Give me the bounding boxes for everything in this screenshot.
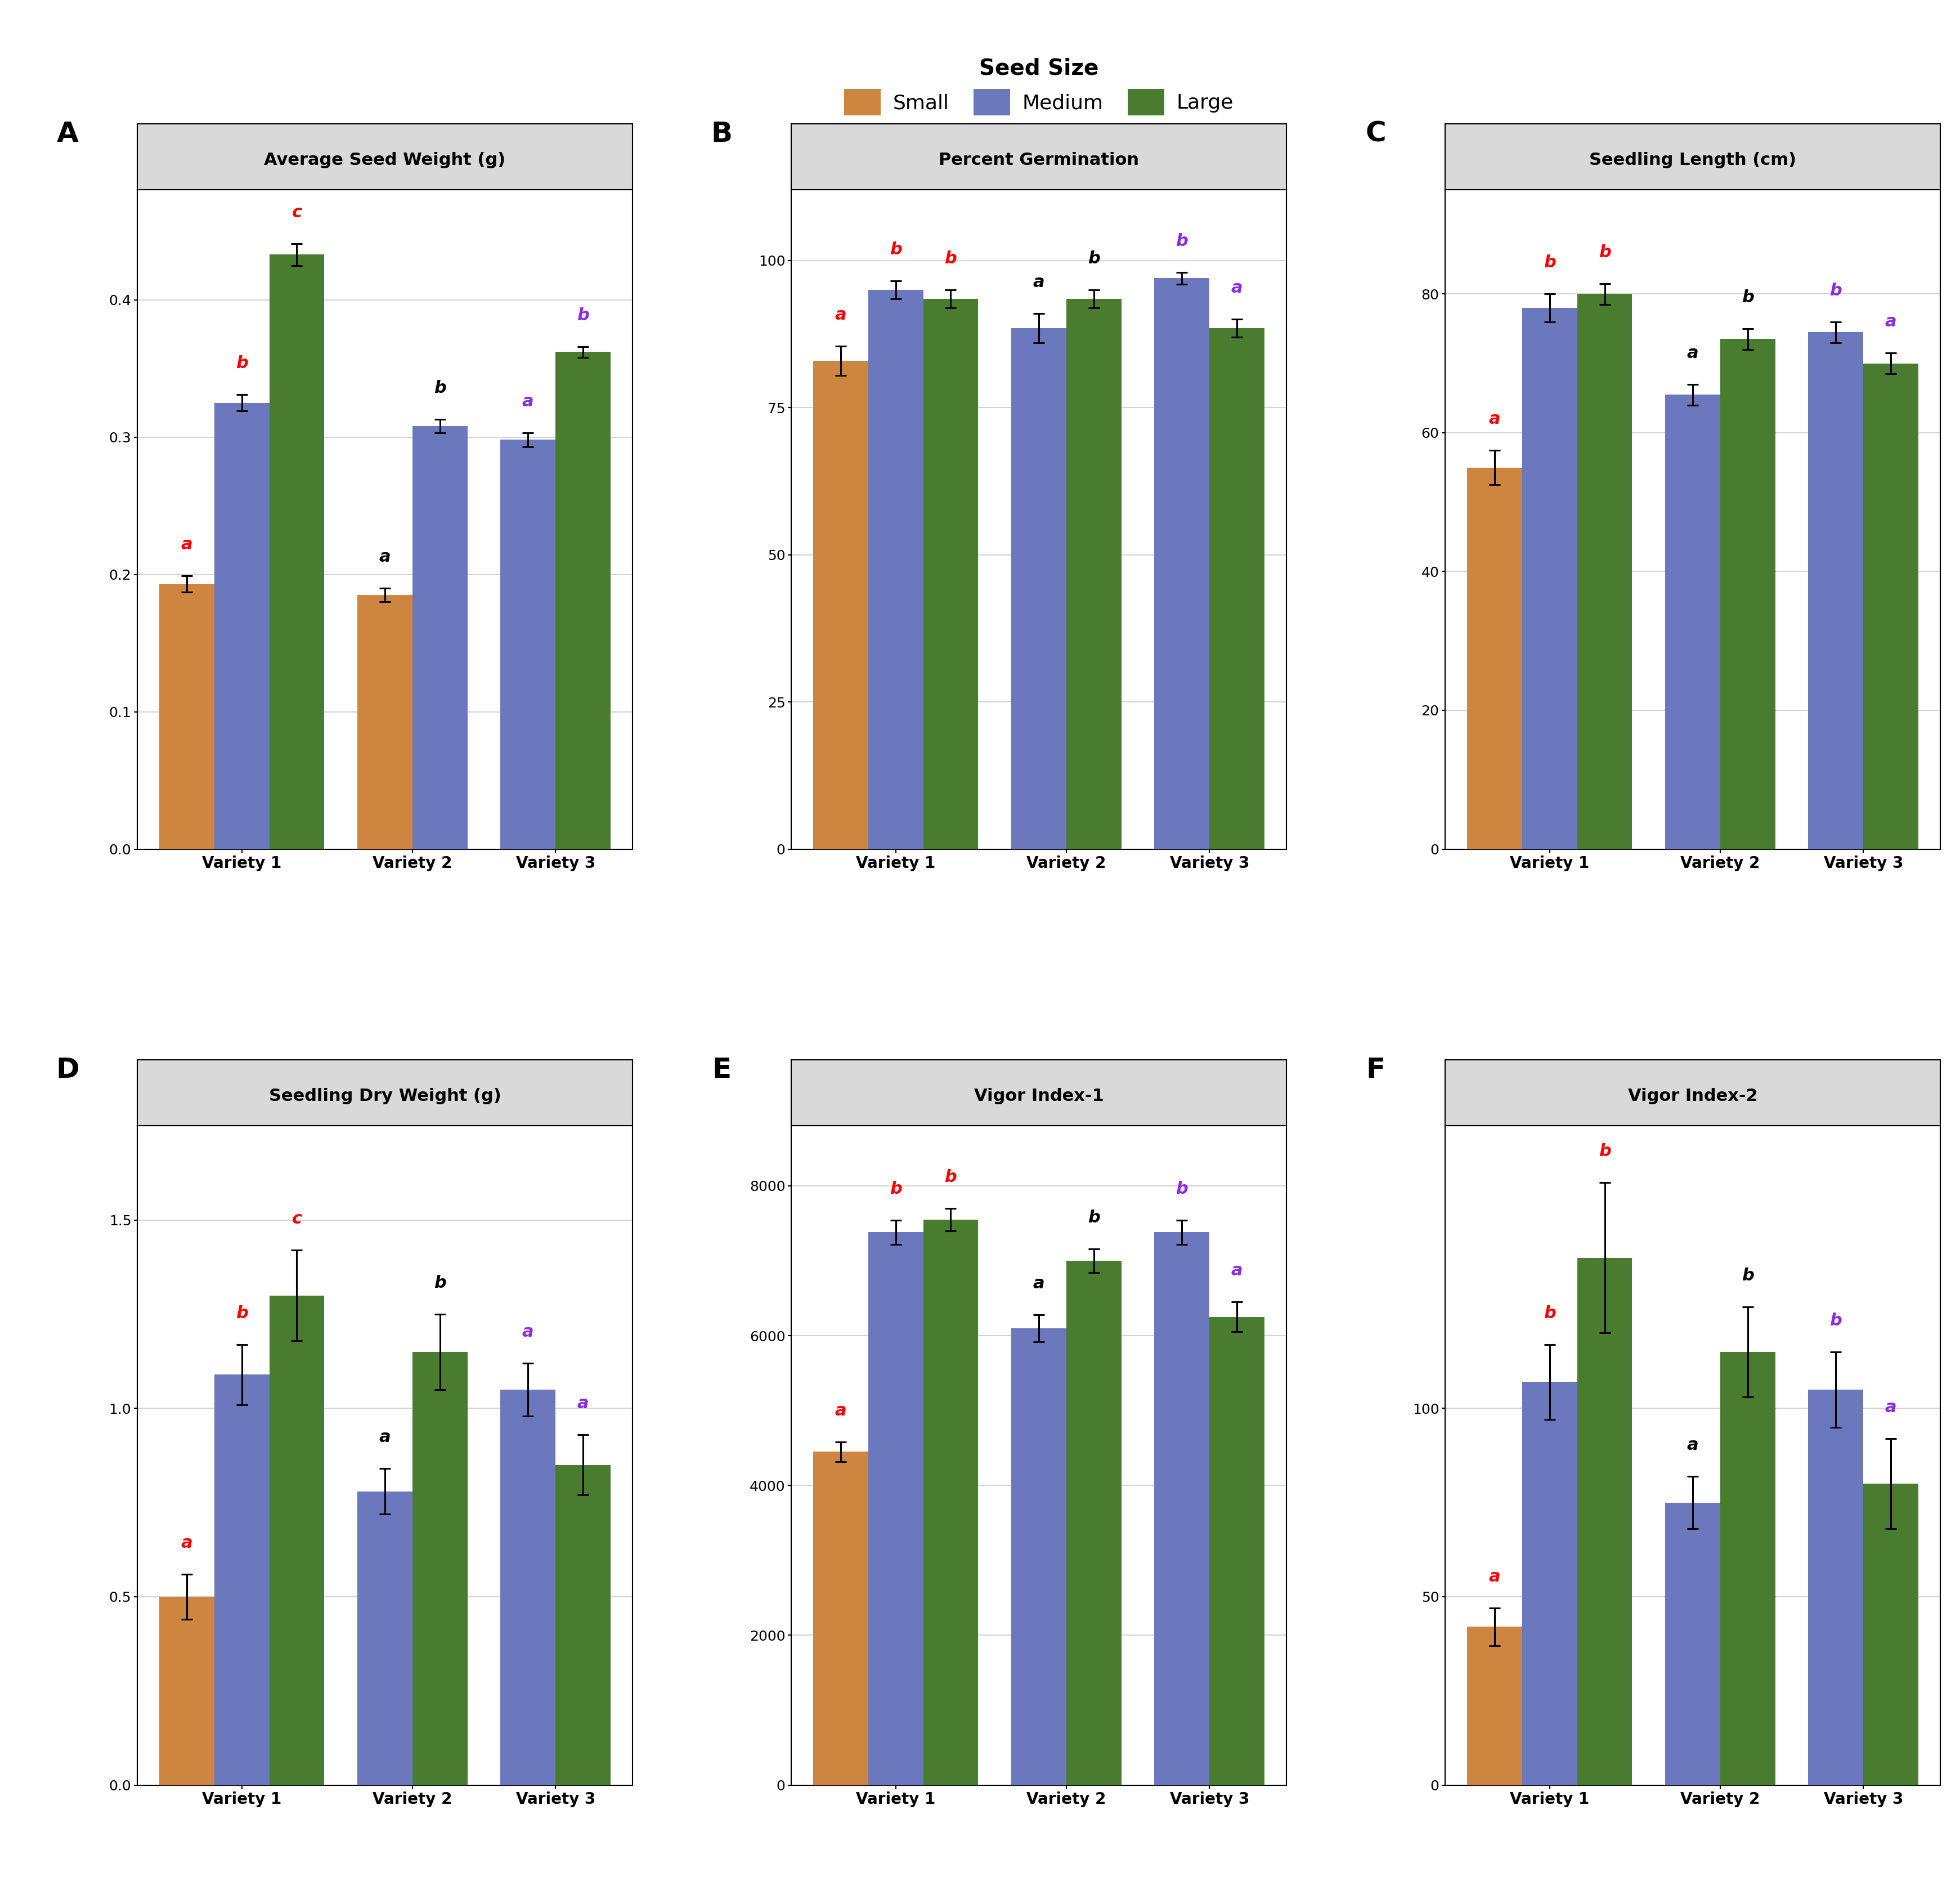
Bar <box>500 441 555 849</box>
Bar <box>1864 1483 1919 1785</box>
Text: a: a <box>1490 1569 1499 1586</box>
Text: F: F <box>1366 1056 1386 1084</box>
Text: a: a <box>835 306 847 323</box>
Text: b: b <box>1088 1210 1100 1225</box>
Bar <box>412 1352 466 1785</box>
Bar <box>357 594 412 849</box>
Bar <box>1523 308 1578 849</box>
Text: b: b <box>235 1305 247 1322</box>
Bar <box>813 1451 868 1785</box>
Text: D: D <box>57 1056 80 1084</box>
Text: a: a <box>1688 346 1699 361</box>
Bar <box>214 403 269 849</box>
Text: E: E <box>711 1056 731 1084</box>
Bar <box>159 585 214 849</box>
Bar <box>1066 1261 1121 1785</box>
Bar <box>159 1597 214 1785</box>
Bar <box>269 1295 323 1785</box>
Bar <box>1578 1257 1633 1785</box>
Text: b: b <box>1543 1305 1556 1322</box>
Bar <box>269 254 323 849</box>
Text: a: a <box>1886 1400 1897 1415</box>
Text: c: c <box>292 203 302 220</box>
Bar <box>500 1390 555 1785</box>
Text: b: b <box>235 355 247 372</box>
Text: b: b <box>1176 1181 1188 1196</box>
Text: C: C <box>1366 120 1386 148</box>
Bar <box>1209 1316 1264 1785</box>
Legend: Small, Medium, Large: Small, Medium, Large <box>845 57 1233 116</box>
Text: b: b <box>1599 245 1611 260</box>
Text: b: b <box>1831 283 1842 298</box>
Text: a: a <box>378 549 390 566</box>
Bar <box>923 1219 978 1785</box>
Bar <box>1209 329 1264 849</box>
Text: b: b <box>945 251 956 268</box>
Text: a: a <box>1033 1276 1045 1291</box>
Bar <box>1666 1502 1721 1785</box>
Bar <box>1864 363 1919 849</box>
Bar <box>1011 1327 1066 1785</box>
Bar <box>1809 1390 1864 1785</box>
Bar <box>1154 277 1209 849</box>
Bar <box>1066 298 1121 849</box>
Text: a: a <box>180 536 192 553</box>
Bar <box>214 1375 269 1785</box>
Bar <box>1578 294 1633 849</box>
Text: B: B <box>711 120 733 148</box>
Bar <box>1523 1382 1578 1785</box>
Text: a: a <box>378 1430 390 1445</box>
Bar <box>1011 329 1066 849</box>
Bar <box>1721 1352 1776 1785</box>
Bar <box>555 1464 612 1785</box>
Bar <box>1666 395 1721 849</box>
Bar <box>412 425 466 849</box>
Text: b: b <box>945 1170 956 1185</box>
Bar <box>868 1232 923 1785</box>
Text: a: a <box>1886 313 1897 330</box>
Text: b: b <box>1176 234 1188 249</box>
Text: b: b <box>1742 289 1754 306</box>
Text: a: a <box>1490 410 1499 427</box>
Text: a: a <box>578 1396 588 1411</box>
Bar <box>1466 467 1523 849</box>
Text: a: a <box>180 1534 192 1551</box>
Text: A: A <box>57 120 78 148</box>
Text: a: a <box>1033 273 1045 291</box>
Text: b: b <box>890 1181 902 1196</box>
Text: b: b <box>890 241 902 258</box>
Text: a: a <box>521 1324 533 1341</box>
Text: b: b <box>576 308 590 323</box>
Bar <box>555 351 612 849</box>
Bar <box>1809 332 1864 849</box>
Text: a: a <box>1231 279 1243 296</box>
Text: a: a <box>1231 1263 1243 1278</box>
Text: b: b <box>1543 254 1556 272</box>
Text: a: a <box>1688 1438 1699 1453</box>
Text: b: b <box>1599 1143 1611 1158</box>
Text: b: b <box>433 1274 447 1291</box>
Text: a: a <box>521 393 533 410</box>
Bar <box>923 298 978 849</box>
Bar <box>813 361 868 849</box>
Bar <box>1154 1232 1209 1785</box>
Bar <box>357 1491 412 1785</box>
Bar <box>868 291 923 849</box>
Text: b: b <box>1831 1312 1842 1329</box>
Text: c: c <box>292 1212 302 1227</box>
Bar <box>1466 1627 1523 1785</box>
Bar <box>1721 340 1776 849</box>
Text: b: b <box>433 380 447 397</box>
Text: b: b <box>1742 1267 1754 1284</box>
Text: b: b <box>1088 251 1100 268</box>
Text: a: a <box>835 1403 847 1419</box>
